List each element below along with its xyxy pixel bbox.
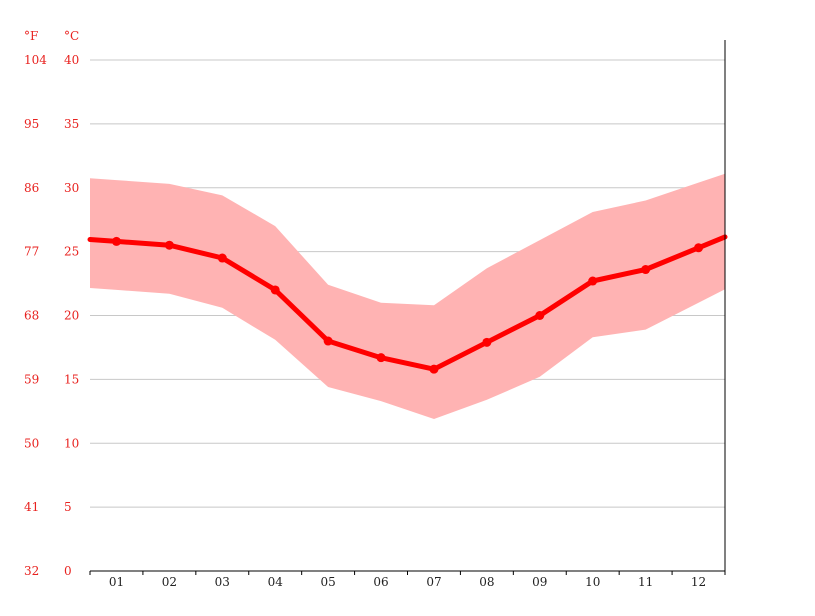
ytick-fahrenheit: 50 <box>24 436 39 450</box>
ytick-labels: 40 104 35 95 30 86 25 77 20 68 15 59 10 50 5 41 0 32 <box>24 53 79 578</box>
xtick-label: 10 <box>585 575 600 589</box>
ytick-fahrenheit: 95 <box>24 117 39 131</box>
data-point <box>694 243 704 253</box>
data-point <box>164 240 174 250</box>
ytick-fahrenheit: 86 <box>24 181 39 195</box>
ytick-celsius: 20 <box>64 309 79 323</box>
data-point <box>588 276 598 286</box>
xtick-label: 01 <box>109 575 124 589</box>
fahrenheit-unit-label: °F <box>24 29 38 43</box>
ytick-celsius: 35 <box>64 117 79 131</box>
xtick-label: 07 <box>426 575 441 589</box>
xtick-label: 05 <box>320 575 335 589</box>
temperature-range-band <box>90 173 725 419</box>
xtick-label: 03 <box>215 575 230 589</box>
data-point <box>482 337 492 347</box>
ytick-celsius: 40 <box>64 53 79 67</box>
ytick-celsius: 0 <box>64 564 72 578</box>
ytick-celsius: 25 <box>64 245 79 259</box>
data-point <box>270 285 280 295</box>
xtick-label: 09 <box>532 575 547 589</box>
line-layer <box>87 234 728 374</box>
ytick-celsius: 10 <box>64 436 79 450</box>
ytick-celsius: 30 <box>64 181 79 195</box>
ytick-celsius: 15 <box>64 372 79 386</box>
celsius-unit-label: °C <box>64 29 79 43</box>
ytick-fahrenheit: 32 <box>24 564 39 578</box>
band-layer <box>90 173 725 419</box>
data-point <box>217 253 227 263</box>
data-point <box>323 336 333 346</box>
ytick-fahrenheit: 59 <box>24 372 39 386</box>
ytick-fahrenheit: 41 <box>24 500 39 514</box>
data-point <box>429 364 439 374</box>
xtick-label: 02 <box>162 575 177 589</box>
data-point <box>111 236 121 246</box>
xtick-label: 04 <box>268 575 284 589</box>
xtick-labels: 01 02 03 04 05 06 07 08 09 10 11 12 <box>109 575 706 589</box>
data-point <box>376 353 386 363</box>
xtick-label: 11 <box>638 575 653 589</box>
xtick-label: 12 <box>691 575 706 589</box>
axis-layer <box>89 40 726 575</box>
xtick-label: 08 <box>479 575 494 589</box>
ytick-fahrenheit: 68 <box>24 309 39 323</box>
average-temperature-line <box>87 234 728 372</box>
ytick-celsius: 5 <box>64 500 72 514</box>
data-point <box>535 311 545 320</box>
data-point <box>641 265 651 275</box>
ytick-fahrenheit: 104 <box>24 53 47 67</box>
ytick-fahrenheit: 77 <box>24 245 39 259</box>
xtick-label: 06 <box>373 575 388 589</box>
